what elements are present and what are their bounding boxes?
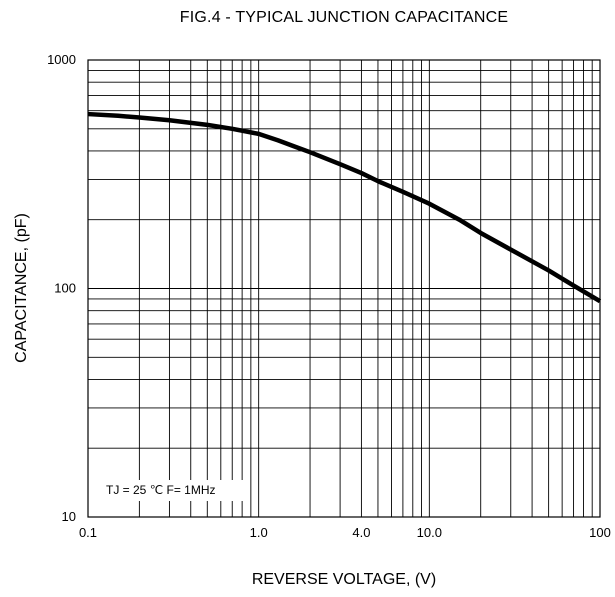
- tick-labels: 0.1 1.0 4.0 10.0 100 10 100 1000: [47, 52, 611, 540]
- conditions-note: TJ = 25 ℃ F= 1MHz: [98, 480, 248, 501]
- conditions-note-box: [98, 480, 248, 501]
- grid-lines: [88, 60, 600, 517]
- x-tick-label: 100: [589, 525, 611, 540]
- y-tick-label: 1000: [47, 52, 76, 67]
- plot-frame: [87, 59, 601, 518]
- x-tick-label: 0.1: [79, 525, 97, 540]
- x-tick-label: 1.0: [250, 525, 268, 540]
- y-tick-label: 10: [62, 509, 76, 524]
- chart-title: FIG.4 - TYPICAL JUNCTION CAPACITANCE: [179, 9, 509, 26]
- y-tick-label: 100: [54, 281, 76, 296]
- x-tick-label: 10.0: [417, 525, 442, 540]
- conditions-note-text: TJ = 25 ℃ F= 1MHz: [106, 483, 216, 497]
- x-tick-label: 4.0: [352, 525, 370, 540]
- capacitance-curve-line: [87, 111, 602, 304]
- x-axis-label: REVERSE VOLTAGE, (V): [251, 571, 437, 588]
- capacitance-curve-group: [87, 111, 602, 304]
